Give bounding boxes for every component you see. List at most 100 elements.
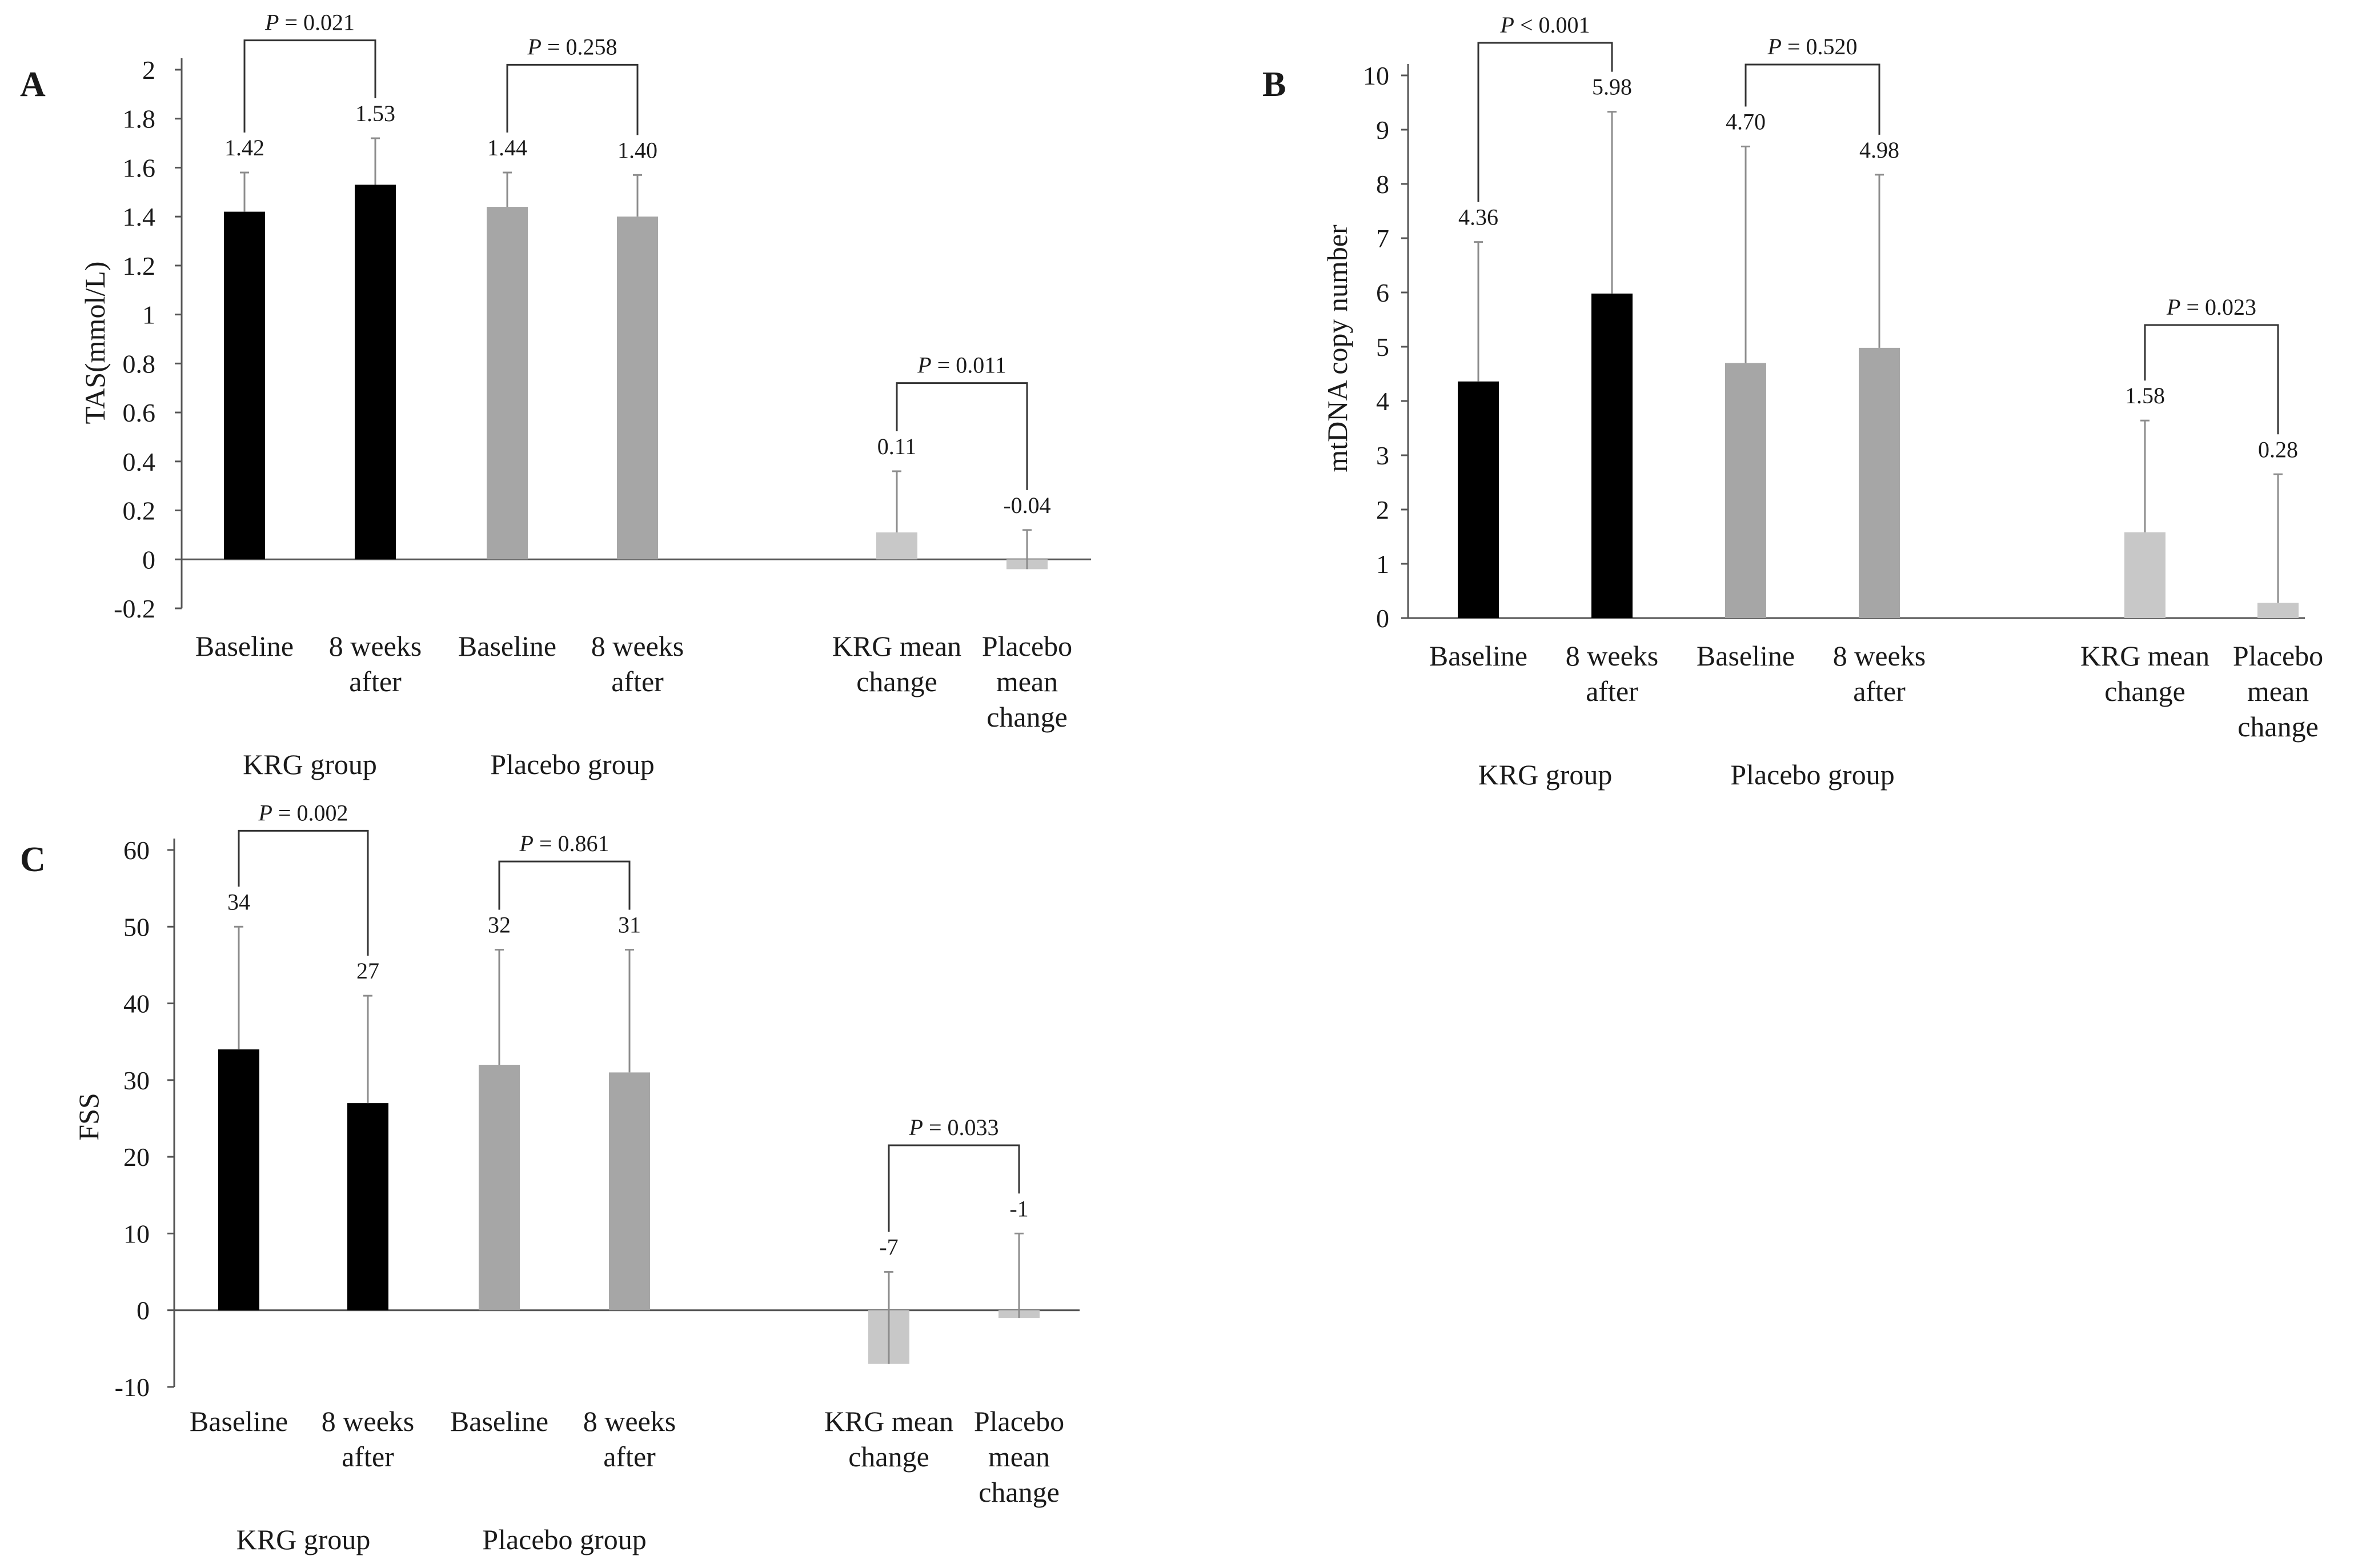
category-label: Baseline — [1697, 640, 1795, 672]
category-label: mean — [988, 1441, 1050, 1473]
data-label: 4.36 — [1458, 204, 1498, 230]
category-label: after — [349, 665, 402, 697]
y-tick-label: -10 — [115, 1373, 150, 1402]
data-label: 31 — [618, 912, 641, 938]
panel-a-y-ticks: -0.2 0 0.2 0.4 0.6 0.8 1 1.2 1.4 1.6 1.8 2 — [114, 55, 182, 623]
p-value-label: P = 0.520 — [1767, 34, 1858, 59]
y-tick-label: 9 — [1376, 115, 1389, 145]
panel-c: C FSS -10 0 10 20 30 40 50 60 34 Baseline 27 8 wee… — [20, 800, 1080, 1555]
category-label: change — [979, 1476, 1060, 1508]
p-value-label: P = 0.002 — [258, 800, 348, 825]
y-tick-label: 0 — [137, 1296, 150, 1325]
significance-bracket — [888, 1144, 1020, 1232]
category-label: Baseline — [195, 630, 294, 662]
y-tick-label: 10 — [123, 1219, 150, 1248]
y-tick-label: 2 — [142, 55, 155, 85]
y-tick-label: 2 — [1376, 495, 1389, 524]
bar — [224, 211, 265, 560]
significance-bracket — [238, 829, 369, 956]
bar — [218, 1049, 259, 1310]
category-label: Baseline — [1429, 640, 1527, 672]
bar — [1859, 347, 1900, 618]
bar — [609, 1072, 650, 1310]
category-label: change — [2237, 711, 2319, 743]
category-label: 8 weeks — [1566, 640, 1658, 672]
category-label: 8 weeks — [583, 1405, 676, 1437]
bar — [487, 207, 528, 560]
p-value-symbol: P — [1500, 12, 1514, 38]
data-label: -0.04 — [1003, 492, 1050, 518]
category-label: after — [342, 1441, 394, 1473]
p-value-symbol: P — [519, 831, 534, 856]
p-value-label: P = 0.021 — [264, 10, 355, 35]
y-tick-label: 8 — [1376, 170, 1389, 199]
significance-bracket — [1477, 42, 1613, 202]
p-value-text: = 0.023 — [2180, 294, 2256, 320]
group-label: Placebo group — [490, 748, 654, 780]
y-tick-label: 0 — [142, 545, 155, 574]
data-label: 0.11 — [877, 434, 917, 459]
significance-bracket — [498, 860, 631, 910]
panel-a-letter: A — [20, 65, 46, 104]
category-label: 8 weeks — [591, 630, 684, 662]
data-label: -1 — [1009, 1196, 1028, 1221]
bar — [347, 1103, 388, 1310]
panel-c-labels: 34 Baseline 27 8 weeks after 32 Baseline 31 8 we… — [190, 800, 1064, 1555]
data-label: 0.28 — [2258, 436, 2298, 462]
data-label: 34 — [227, 889, 250, 915]
data-label: -7 — [879, 1234, 898, 1260]
category-label: 8 weeks — [1833, 640, 1926, 672]
p-value-text: = 0.520 — [1782, 34, 1858, 59]
bar — [876, 532, 917, 560]
significance-bracket — [1745, 63, 1880, 135]
category-label: 8 weeks — [322, 1405, 414, 1437]
category-label: mean — [996, 665, 1058, 697]
group-label: Placebo group — [482, 1523, 646, 1555]
category-label: KRG mean — [824, 1405, 953, 1437]
panel-b-letter: B — [1262, 65, 1286, 104]
p-value-symbol: P — [527, 34, 542, 59]
category-label: Placebo — [2233, 640, 2323, 672]
data-label: 4.98 — [1859, 137, 1899, 163]
group-label: KRG group — [1478, 759, 1613, 791]
y-tick-label: 4 — [1376, 387, 1389, 416]
y-tick-label: 1.2 — [123, 251, 156, 280]
category-label: after — [603, 1441, 656, 1473]
y-tick-label: 1.4 — [123, 202, 156, 231]
p-value-symbol: P — [917, 352, 931, 378]
y-tick-label: 5 — [1376, 332, 1389, 362]
category-label: 8 weeks — [329, 630, 422, 662]
panel-c-letter: C — [20, 840, 46, 879]
category-label: change — [986, 701, 1068, 733]
p-value-label: P = 0.033 — [909, 1114, 999, 1140]
y-tick-label: 60 — [123, 836, 150, 865]
panel-c-y-axis-label: FSS — [73, 1093, 105, 1140]
y-tick-label: 0 — [1376, 604, 1389, 633]
p-value-label: P = 0.023 — [2166, 294, 2256, 320]
bar — [1591, 293, 1633, 618]
category-label: Placebo — [974, 1405, 1064, 1437]
data-label: 27 — [356, 958, 379, 984]
bar — [617, 216, 658, 560]
group-label: Placebo group — [1730, 759, 1894, 791]
group-label: KRG group — [243, 748, 377, 780]
panel-a: A TAS(mmol/L) -0.2 0 0.2 0.4 0.6 0.8 1 1.2 1.4 1.… — [20, 10, 1091, 780]
panel-a-bars — [224, 137, 1048, 570]
panel-b-bars — [1458, 111, 2299, 618]
y-tick-label: 20 — [123, 1142, 150, 1172]
panel-b-axes — [1407, 64, 2305, 619]
significance-bracket — [243, 39, 376, 133]
significance-bracket — [896, 382, 1028, 490]
p-value-text: = 0.021 — [279, 10, 355, 35]
category-label: after — [1586, 675, 1638, 707]
bar — [1458, 381, 1499, 618]
p-value-label: P = 0.011 — [917, 352, 1006, 378]
category-label: after — [1853, 675, 1906, 707]
y-tick-label: 6 — [1376, 278, 1389, 307]
category-label: mean — [2247, 675, 2309, 707]
category-label: Placebo — [982, 630, 1072, 662]
data-label: 1.44 — [487, 135, 527, 161]
